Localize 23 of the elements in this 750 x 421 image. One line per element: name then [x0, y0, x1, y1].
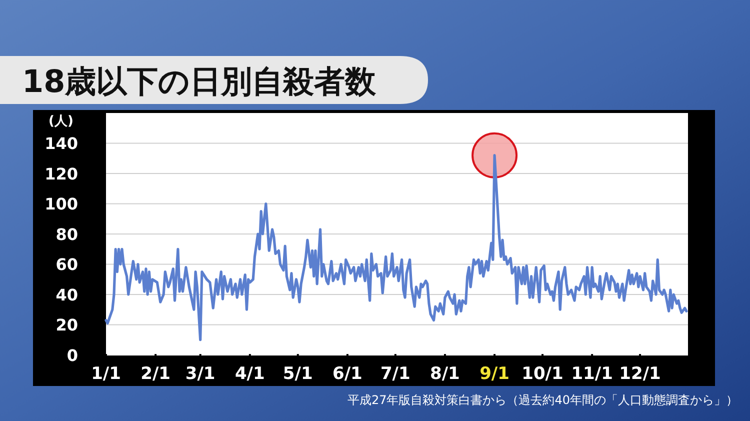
x-tick-label: 3/1	[185, 364, 216, 384]
x-tick-label: 12/1	[619, 364, 661, 384]
x-tick-label: 8/1	[430, 364, 460, 384]
y-tick-label: 40	[56, 285, 78, 304]
y-tick-label: 60	[56, 255, 78, 274]
chart-title: 18歳以下の日別自殺者数	[22, 64, 378, 100]
text: 平成27年版自殺対策白書から（過去約40年間の「人口動態調査から」）	[347, 393, 738, 407]
y-tick-label: 80	[56, 224, 78, 244]
x-tick-label: 2/1	[140, 364, 171, 384]
x-tick-label: 11/1	[571, 364, 613, 384]
x-tick-label: 5/1	[282, 364, 313, 384]
x-tick-label: 9/1	[480, 364, 510, 384]
x-tick-label: 1/1	[91, 364, 121, 384]
y-axis-title: (人)	[48, 114, 74, 129]
y-tick-label: 100	[44, 194, 78, 214]
y-tick-label: 140	[44, 134, 78, 154]
y-tick-label: 20	[56, 316, 78, 335]
x-tick-label: 6/1	[332, 364, 362, 384]
x-tick-label: 7/1	[380, 364, 410, 384]
y-tick-label: 0	[66, 346, 78, 365]
x-tick-label: 10/1	[522, 364, 564, 384]
y-tick-label: 120	[44, 164, 78, 184]
x-tick-label: 4/1	[234, 364, 265, 384]
